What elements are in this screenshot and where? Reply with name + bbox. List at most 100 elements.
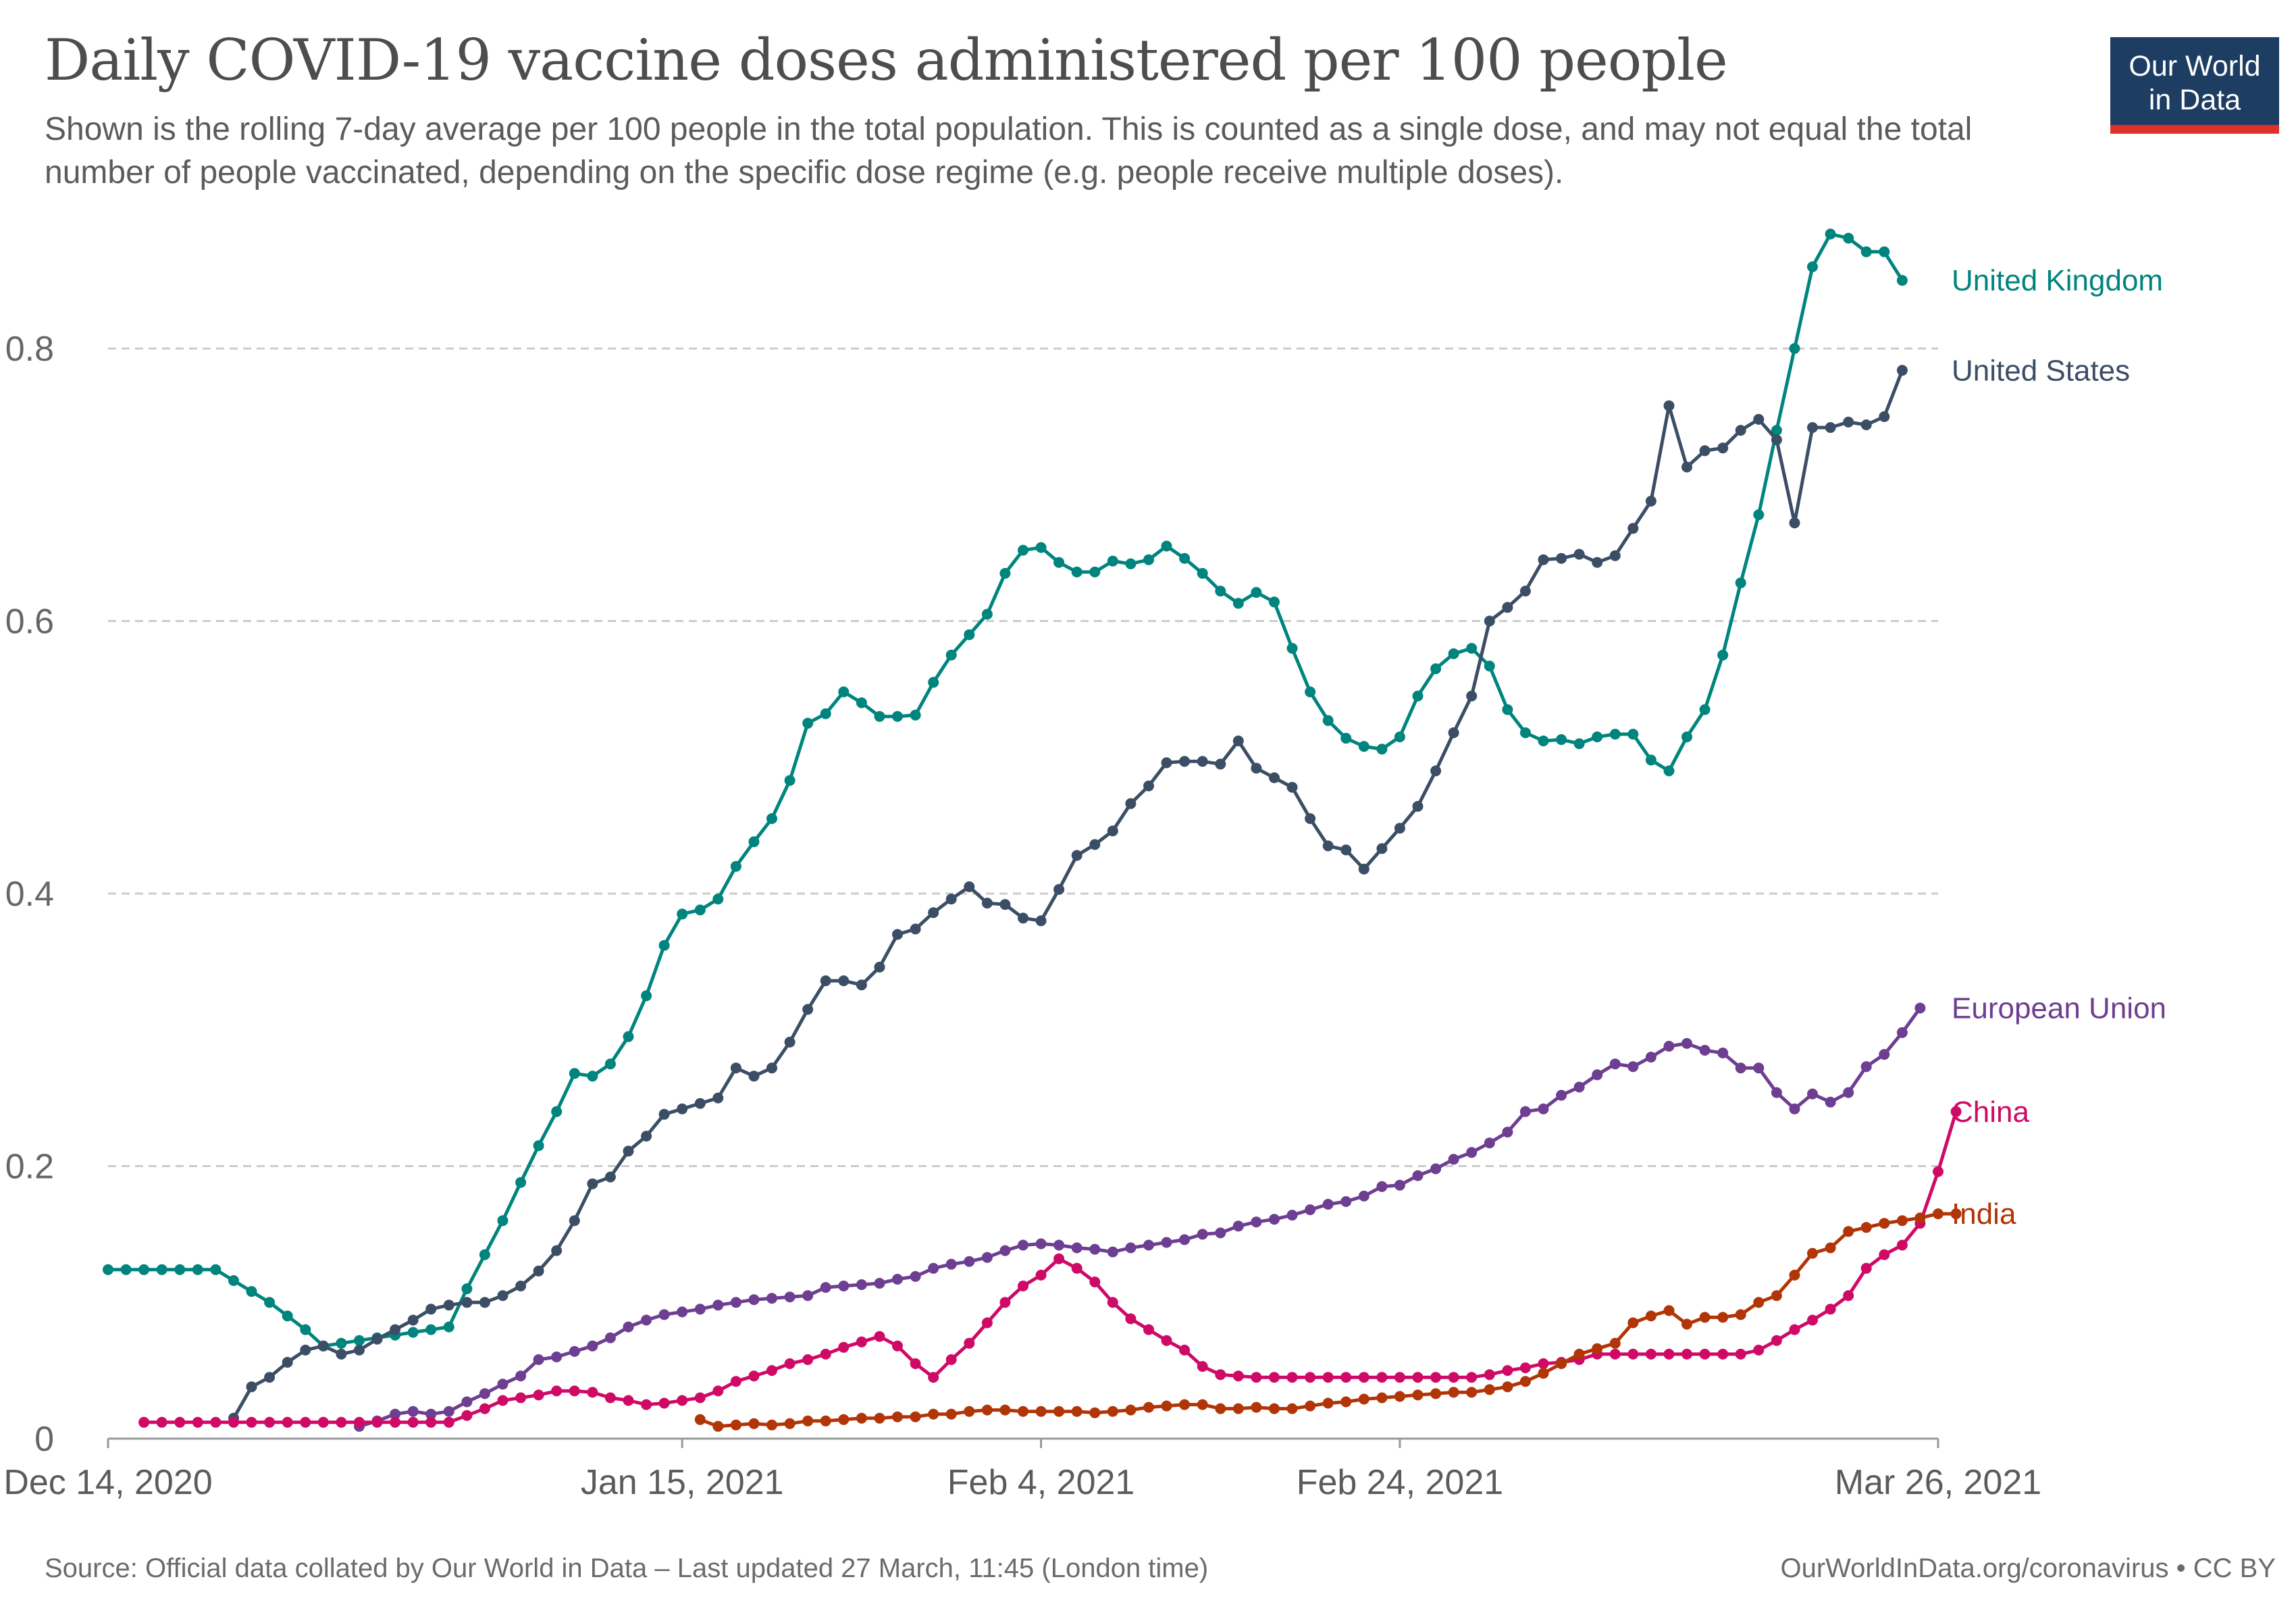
data-point-united-states-30 <box>766 1062 777 1074</box>
data-point-european-union-59 <box>1412 1170 1424 1181</box>
data-point-united-kingdom-21 <box>479 1249 490 1260</box>
data-point-european-union-2 <box>390 1408 401 1420</box>
data-point-european-union-82 <box>1825 1096 1836 1108</box>
data-point-united-states-84 <box>1735 425 1746 436</box>
data-point-china-4 <box>210 1416 221 1428</box>
data-point-china-49 <box>1018 1281 1028 1291</box>
data-point-united-states-63 <box>1358 863 1369 875</box>
data-point-european-union-15 <box>623 1321 634 1333</box>
data-point-china-65 <box>1305 1372 1316 1383</box>
data-point-india-29 <box>1215 1403 1226 1414</box>
data-point-united-states-67 <box>1430 765 1442 777</box>
data-point-china-73 <box>1448 1372 1459 1383</box>
data-point-india-43 <box>1466 1387 1478 1398</box>
data-point-united-states-18 <box>551 1245 563 1256</box>
data-point-china-5 <box>228 1416 239 1428</box>
data-point-european-union-56 <box>1358 1190 1369 1202</box>
y-tick-label-2: 0.4 <box>5 875 54 914</box>
data-point-united-kingdom-91 <box>1735 577 1746 588</box>
data-point-india-13 <box>928 1408 939 1420</box>
data-point-european-union-52 <box>1286 1210 1298 1221</box>
data-point-united-kingdom-19 <box>443 1321 454 1333</box>
series-label-china: China <box>1952 1096 2029 1129</box>
chart-title: Daily COVID-19 vaccine doses administere… <box>45 27 1728 93</box>
data-point-united-states-45 <box>1035 915 1047 927</box>
data-point-united-kingdom-30 <box>641 990 652 1002</box>
data-point-china-78 <box>1538 1358 1549 1369</box>
data-point-united-kingdom-8 <box>246 1286 257 1297</box>
data-point-united-states-12 <box>443 1300 454 1311</box>
data-point-united-states-55 <box>1215 758 1226 770</box>
data-point-european-union-8 <box>497 1379 508 1390</box>
data-point-china-35 <box>766 1365 777 1376</box>
data-point-european-union-33 <box>945 1258 957 1270</box>
data-point-india-5 <box>784 1418 795 1429</box>
data-point-india-37 <box>1358 1393 1369 1405</box>
data-point-china-39 <box>838 1341 850 1353</box>
data-point-india-45 <box>1502 1381 1513 1393</box>
data-point-china-0 <box>138 1416 150 1428</box>
data-point-china-96 <box>1860 1262 1872 1274</box>
data-point-india-42 <box>1448 1387 1459 1398</box>
data-point-united-kingdom-0 <box>103 1264 113 1275</box>
data-point-china-84 <box>1645 1348 1656 1360</box>
data-point-india-28 <box>1197 1399 1208 1410</box>
data-point-united-states-78 <box>1627 523 1639 534</box>
data-point-india-64 <box>1843 1226 1854 1237</box>
data-point-united-kingdom-42 <box>856 697 867 709</box>
data-point-united-kingdom-22 <box>497 1215 508 1227</box>
data-point-india-39 <box>1394 1391 1405 1402</box>
logo-line-1: Our World <box>2129 50 2261 82</box>
data-point-china-55 <box>1125 1313 1137 1324</box>
data-point-china-63 <box>1269 1372 1280 1383</box>
data-point-china-15 <box>407 1416 419 1428</box>
data-point-china-22 <box>533 1389 544 1401</box>
data-point-united-kingdom-41 <box>838 686 850 698</box>
data-point-european-union-43 <box>1125 1242 1137 1254</box>
data-point-united-states-89 <box>1825 422 1836 433</box>
data-point-united-kingdom-96 <box>1825 228 1836 240</box>
data-point-india-61 <box>1789 1269 1800 1281</box>
data-point-united-states-68 <box>1448 727 1459 738</box>
data-point-china-28 <box>641 1399 652 1410</box>
data-point-china-59 <box>1197 1361 1208 1372</box>
series-labels: United Kingdom United States European Unio… <box>1952 264 2166 1231</box>
data-point-india-19 <box>1035 1406 1047 1417</box>
credit-link[interactable]: OurWorldInData.org/coronavirus • CC BY <box>1780 1553 2276 1583</box>
data-point-china-74 <box>1466 1372 1478 1383</box>
data-point-united-states-3 <box>282 1357 293 1368</box>
data-point-china-8 <box>282 1416 293 1428</box>
data-point-china-92 <box>1789 1324 1800 1335</box>
series-lines <box>103 228 1962 1432</box>
data-point-china-50 <box>1035 1269 1047 1281</box>
data-point-united-states-38 <box>910 923 921 935</box>
data-point-european-union-7 <box>479 1388 490 1399</box>
data-point-united-kingdom-68 <box>1322 715 1334 726</box>
data-point-european-union-11 <box>551 1352 563 1362</box>
data-point-european-union-39 <box>1053 1239 1065 1251</box>
data-point-european-union-74 <box>1681 1037 1692 1049</box>
data-point-united-states-72 <box>1519 586 1531 597</box>
data-point-european-union-40 <box>1071 1242 1082 1254</box>
data-point-united-states-10 <box>407 1314 419 1326</box>
data-point-united-states-37 <box>892 929 903 940</box>
data-point-india-48 <box>1556 1358 1567 1369</box>
data-point-united-kingdom-4 <box>174 1264 186 1275</box>
data-point-china-51 <box>1053 1253 1065 1264</box>
data-point-european-union-75 <box>1699 1045 1711 1056</box>
owid-logo[interactable]: Our World in Data <box>2110 37 2279 134</box>
data-point-united-kingdom-17 <box>407 1327 419 1338</box>
data-point-united-states-36 <box>874 961 885 973</box>
data-point-india-51 <box>1609 1337 1621 1349</box>
data-point-european-union-53 <box>1305 1204 1316 1216</box>
data-point-china-29 <box>658 1397 670 1409</box>
data-point-china-26 <box>604 1392 616 1404</box>
data-point-china-13 <box>371 1416 383 1428</box>
data-point-india-53 <box>1645 1310 1656 1322</box>
data-point-united-states-90 <box>1843 416 1854 428</box>
data-point-united-states-69 <box>1466 690 1478 702</box>
data-point-india-56 <box>1699 1312 1711 1323</box>
data-point-united-states-87 <box>1789 517 1800 529</box>
data-point-united-states-56 <box>1232 736 1244 746</box>
data-point-european-union-5 <box>443 1406 454 1417</box>
